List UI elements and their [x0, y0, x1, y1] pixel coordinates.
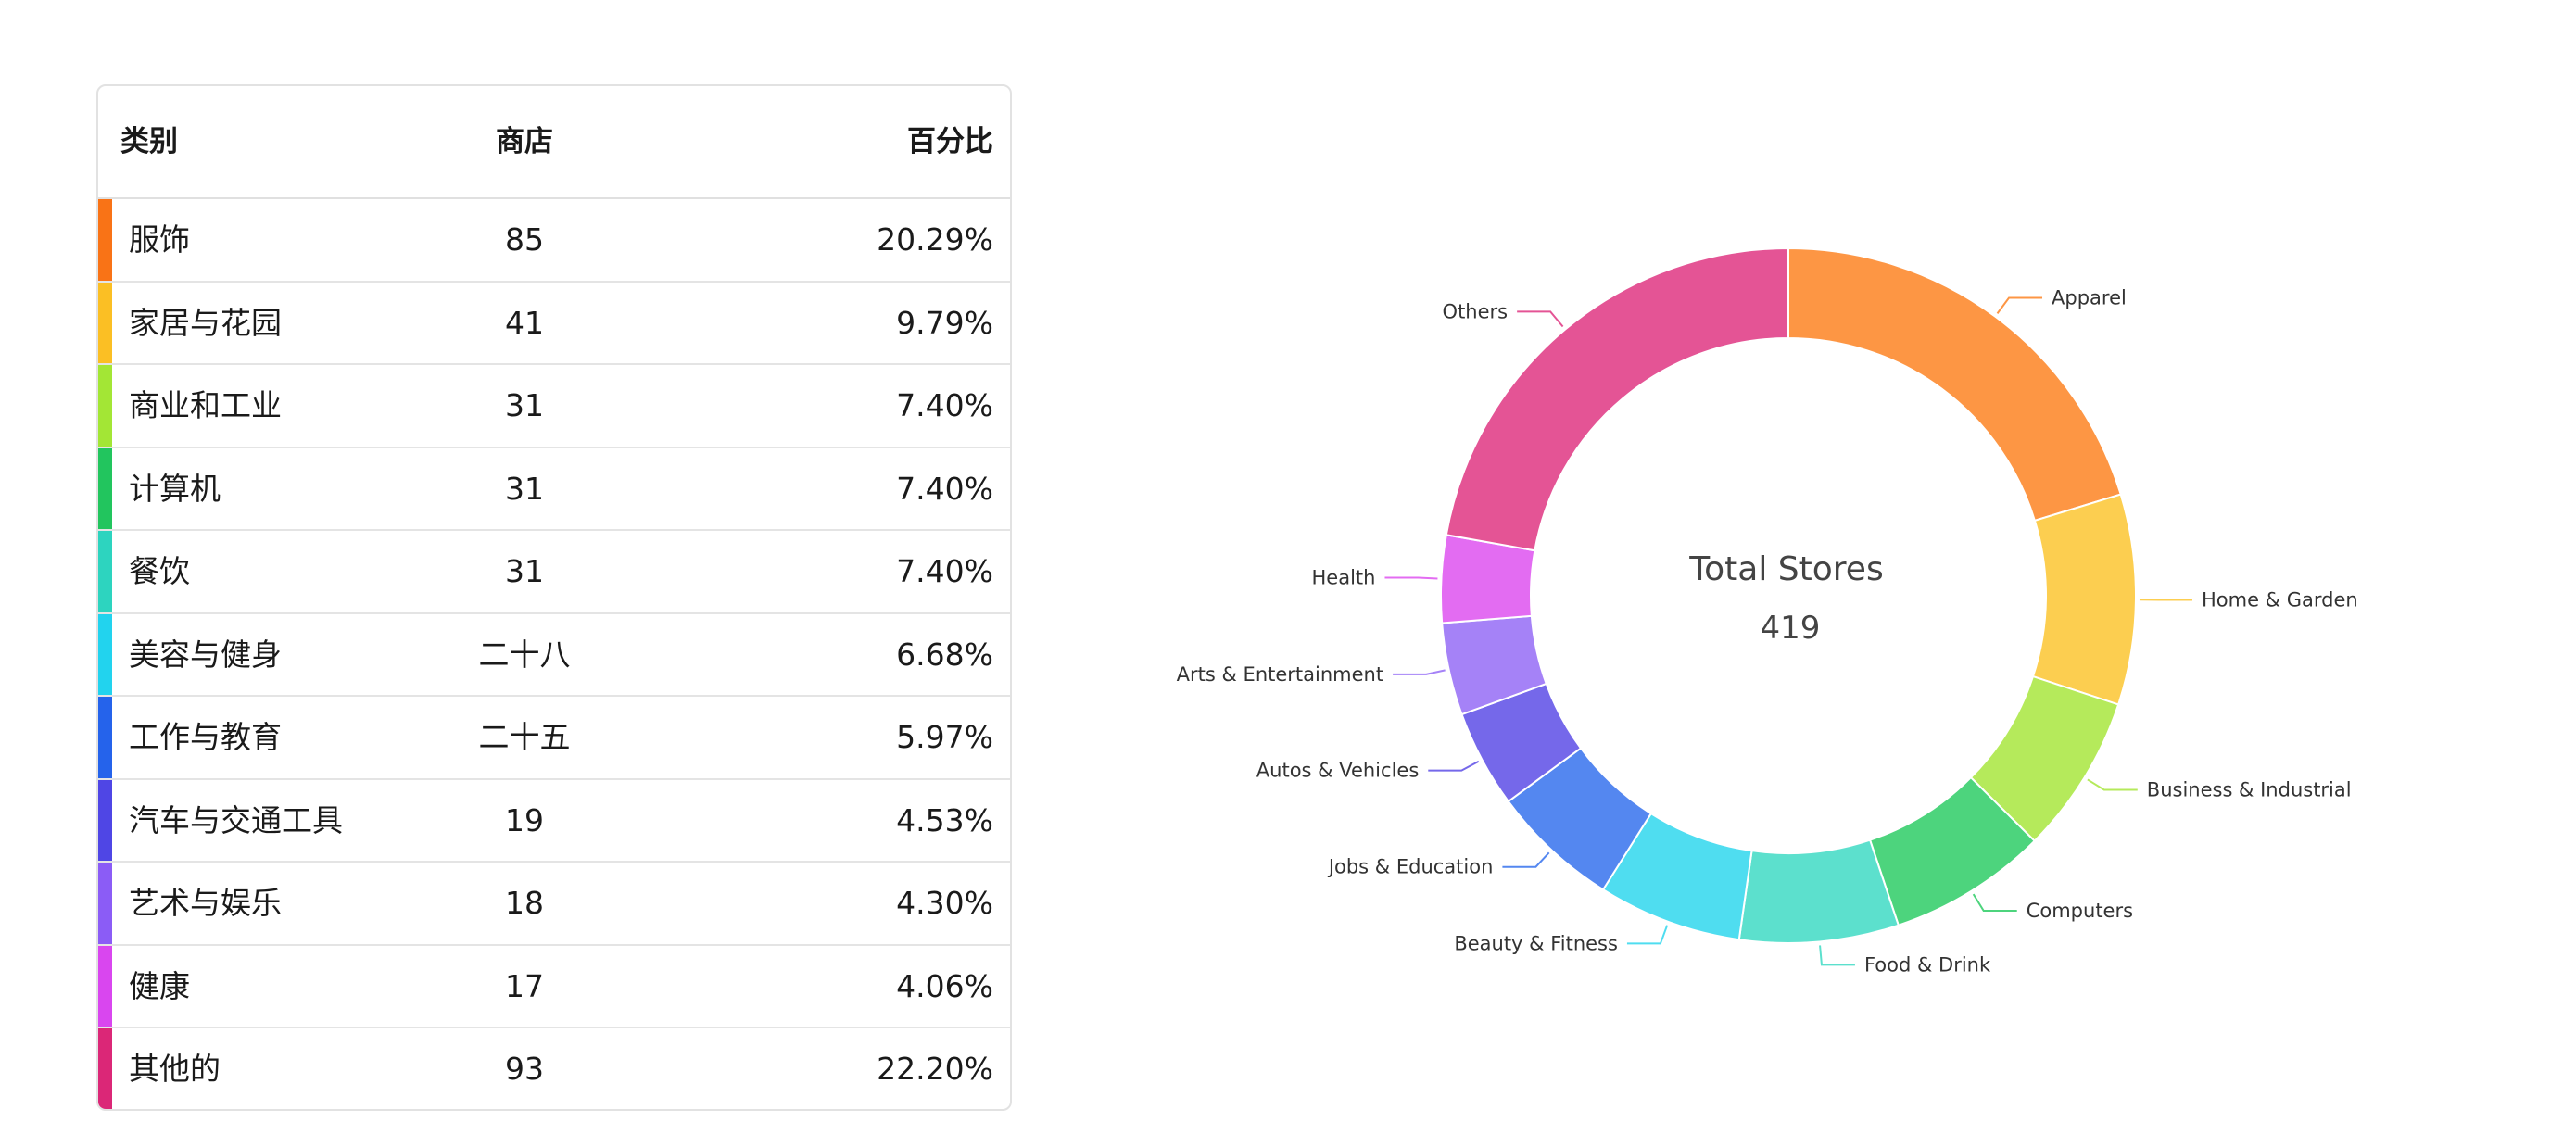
table-row: 商业和工业 31 7.40%	[98, 365, 1010, 448]
row-percent: 5.97%	[896, 719, 993, 755]
row-category: 汽车与交通工具	[129, 801, 343, 838]
row-color-bar	[98, 613, 112, 695]
slice-label-6: Jobs & Education	[1327, 856, 1494, 878]
row-category: 艺术与娱乐	[129, 885, 282, 921]
donut-slice-4	[1737, 838, 1900, 944]
slice-label-9: Health	[1312, 567, 1376, 589]
row-percent: 9.79%	[896, 304, 993, 341]
row-percent: 4.53%	[896, 801, 993, 838]
center-title: Total Stores	[1688, 550, 1883, 588]
row-stores: 二十五	[478, 719, 571, 755]
table-row: 工作与教育 二十五 5.97%	[98, 697, 1010, 780]
row-color-bar	[98, 531, 112, 612]
table-row: 家居与花园 41 9.79%	[98, 282, 1010, 365]
row-color-bar	[98, 1028, 112, 1109]
leader-line-0	[1996, 296, 2043, 314]
leader-line-6	[1502, 851, 1550, 868]
table-row: 餐饮 31 7.40%	[98, 531, 1010, 614]
row-color-bar	[98, 365, 112, 447]
row-category: 商业和工业	[129, 387, 282, 423]
table-row: 艺术与娱乐 18 4.30%	[98, 863, 1010, 946]
header-percent: 百分比	[907, 125, 993, 158]
row-category: 家居与花园	[129, 304, 282, 341]
row-category: 计算机	[129, 470, 221, 507]
row-stores: 31	[505, 470, 544, 507]
row-percent: 20.29%	[877, 221, 993, 258]
header-category: 类别	[120, 125, 178, 158]
leader-line-7	[1428, 760, 1480, 772]
row-percent: 6.68%	[896, 636, 993, 673]
row-color-bar	[98, 863, 112, 944]
donut-slice-10	[1445, 246, 1789, 552]
slice-label-10: Others	[1443, 300, 1509, 322]
category-table: 类别 商店 百分比 服饰 85 20.29% 家居与花园 41 9.79% 商业和工业 31 7…	[96, 84, 1012, 1111]
table-row: 服饰 85 20.29%	[98, 199, 1010, 283]
row-percent: 22.20%	[877, 1051, 993, 1087]
row-stores: 31	[505, 553, 544, 589]
row-stores: 二十八	[478, 636, 571, 673]
slice-label-7: Autos & Vehicles	[1256, 760, 1419, 782]
slice-label-8: Arts & Entertainment	[1177, 663, 1383, 686]
table-row: 其他的 93 22.20%	[98, 1028, 1010, 1109]
leader-line-9	[1384, 576, 1438, 580]
row-stores: 17	[505, 967, 544, 1004]
row-stores: 18	[505, 885, 544, 921]
row-category: 其他的	[129, 1051, 221, 1087]
row-category: 餐饮	[129, 553, 190, 589]
row-stores: 85	[505, 221, 544, 258]
donut-slice-1	[2031, 493, 2137, 706]
row-color-bar	[98, 282, 112, 363]
row-percent: 7.40%	[896, 387, 993, 423]
leader-line-5	[1626, 925, 1669, 945]
slice-label-2: Business & Industrial	[2147, 778, 2352, 800]
row-color-bar	[98, 945, 112, 1027]
slice-label-5: Beauty & Fitness	[1454, 932, 1618, 954]
header-stores: 商店	[496, 125, 553, 158]
row-stores: 41	[505, 304, 544, 341]
leader-line-10	[1517, 310, 1564, 328]
row-percent: 7.40%	[896, 470, 993, 507]
leader-line-2	[2087, 778, 2138, 791]
row-category: 工作与教育	[129, 719, 282, 755]
row-percent: 7.40%	[896, 553, 993, 589]
table-row: 健康 17 4.06%	[98, 945, 1010, 1028]
row-stores: 93	[505, 1051, 544, 1087]
row-category: 服饰	[129, 221, 190, 258]
slice-label-1: Home & Garden	[2202, 588, 2358, 611]
row-percent: 4.30%	[896, 885, 993, 921]
row-stores: 19	[505, 801, 544, 838]
row-category: 美容与健身	[129, 636, 282, 673]
row-color-bar	[98, 199, 112, 281]
row-color-bar	[98, 779, 112, 861]
leader-line-3	[1972, 893, 2017, 912]
row-percent: 4.06%	[896, 967, 993, 1004]
leader-line-8	[1393, 669, 1446, 675]
table-body: 服饰 85 20.29% 家居与花园 41 9.79% 商业和工业 31 7.40% 计算机 31 7…	[98, 199, 1010, 1109]
row-color-bar	[98, 447, 112, 529]
center-value: 419	[1761, 610, 1821, 647]
table-row: 计算机 31 7.40%	[98, 447, 1010, 531]
row-color-bar	[98, 697, 112, 778]
row-category: 健康	[129, 967, 190, 1004]
slice-label-0: Apparel	[2052, 287, 2127, 309]
leader-line-4	[1819, 945, 1855, 966]
slice-label-3: Computers	[2027, 900, 2133, 922]
table-row: 汽车与交通工具 19 4.53%	[98, 779, 1010, 863]
table-header: 类别 商店 百分比	[98, 86, 1010, 199]
slice-label-4: Food & Drink	[1864, 953, 1991, 976]
row-stores: 31	[505, 387, 544, 423]
table-row: 美容与健身 二十八 6.68%	[98, 613, 1010, 697]
